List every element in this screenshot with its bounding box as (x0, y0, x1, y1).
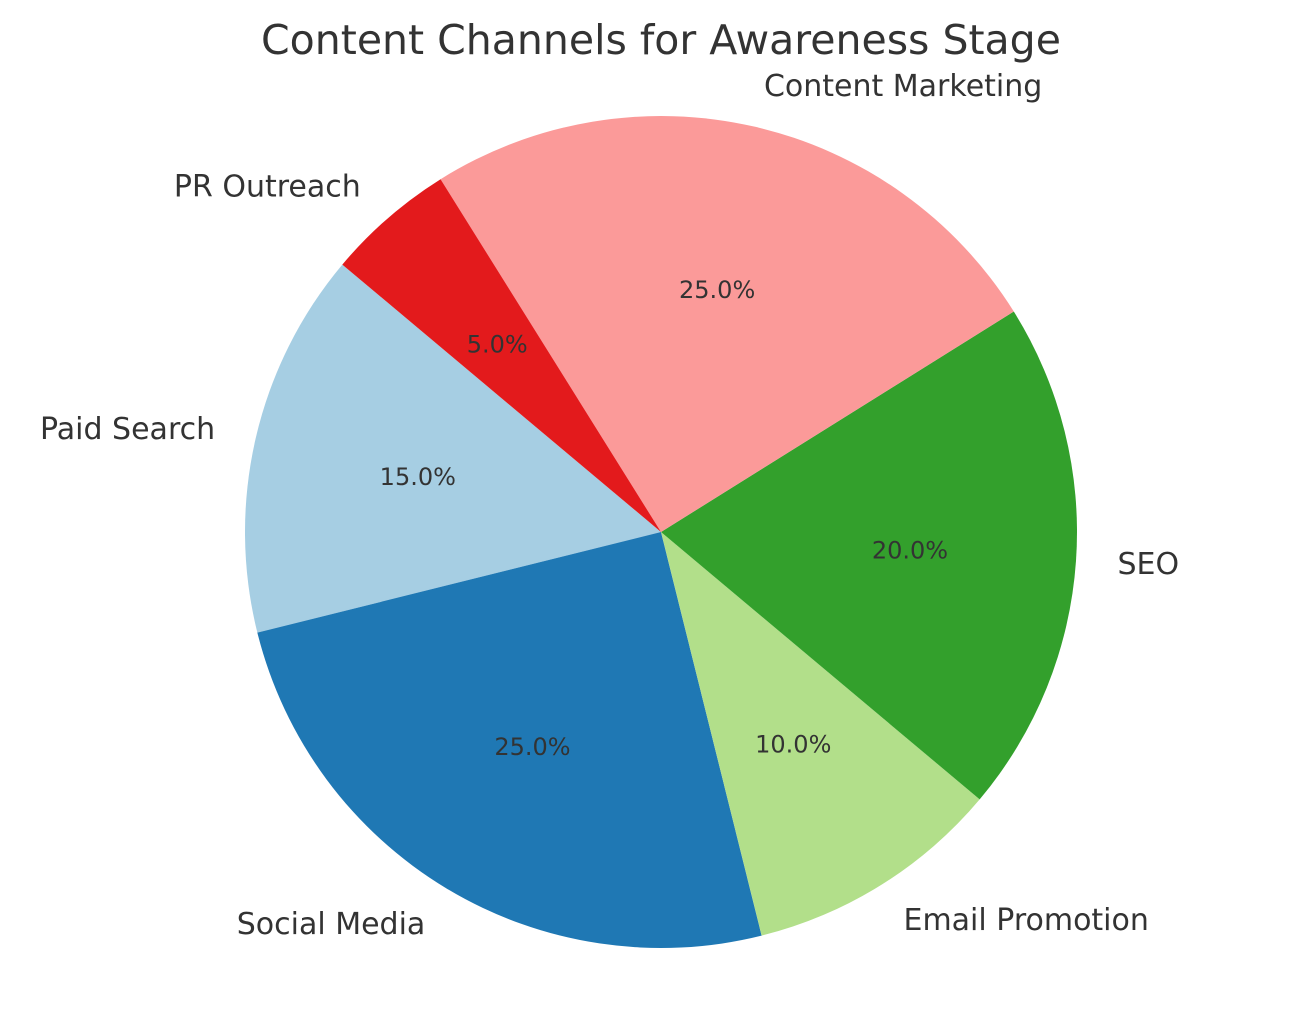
percent-label: 15.0% (380, 463, 456, 491)
percent-label: 25.0% (679, 276, 755, 304)
pie-wedge-email-promotion (661, 532, 980, 936)
category-label: Social Media (237, 907, 426, 942)
category-label: PR Outreach (174, 170, 361, 205)
chart-title: Content Channels for Awareness Stage (261, 16, 1061, 64)
pie-wedge-seo (661, 311, 1077, 800)
percent-label: 20.0% (872, 536, 948, 564)
pie-wedge-content-marketing (440, 116, 1014, 532)
category-label: SEO (1117, 547, 1179, 582)
percent-label: 5.0% (467, 331, 528, 359)
percent-label: 10.0% (755, 731, 831, 759)
pie-wedge-social-media (257, 532, 762, 948)
category-label: Email Promotion (903, 903, 1148, 938)
pie-labels: Paid Search 15.0% Social Media 25.0% Email P… (40, 69, 1179, 942)
pie-wedges (244, 116, 1077, 948)
pie-wedge-pr-outreach (342, 179, 661, 533)
percent-label: 25.0% (494, 733, 570, 761)
pie-wedge-paid-search (244, 264, 661, 633)
category-label: Paid Search (40, 412, 215, 447)
category-label: Content Marketing (764, 69, 1042, 104)
